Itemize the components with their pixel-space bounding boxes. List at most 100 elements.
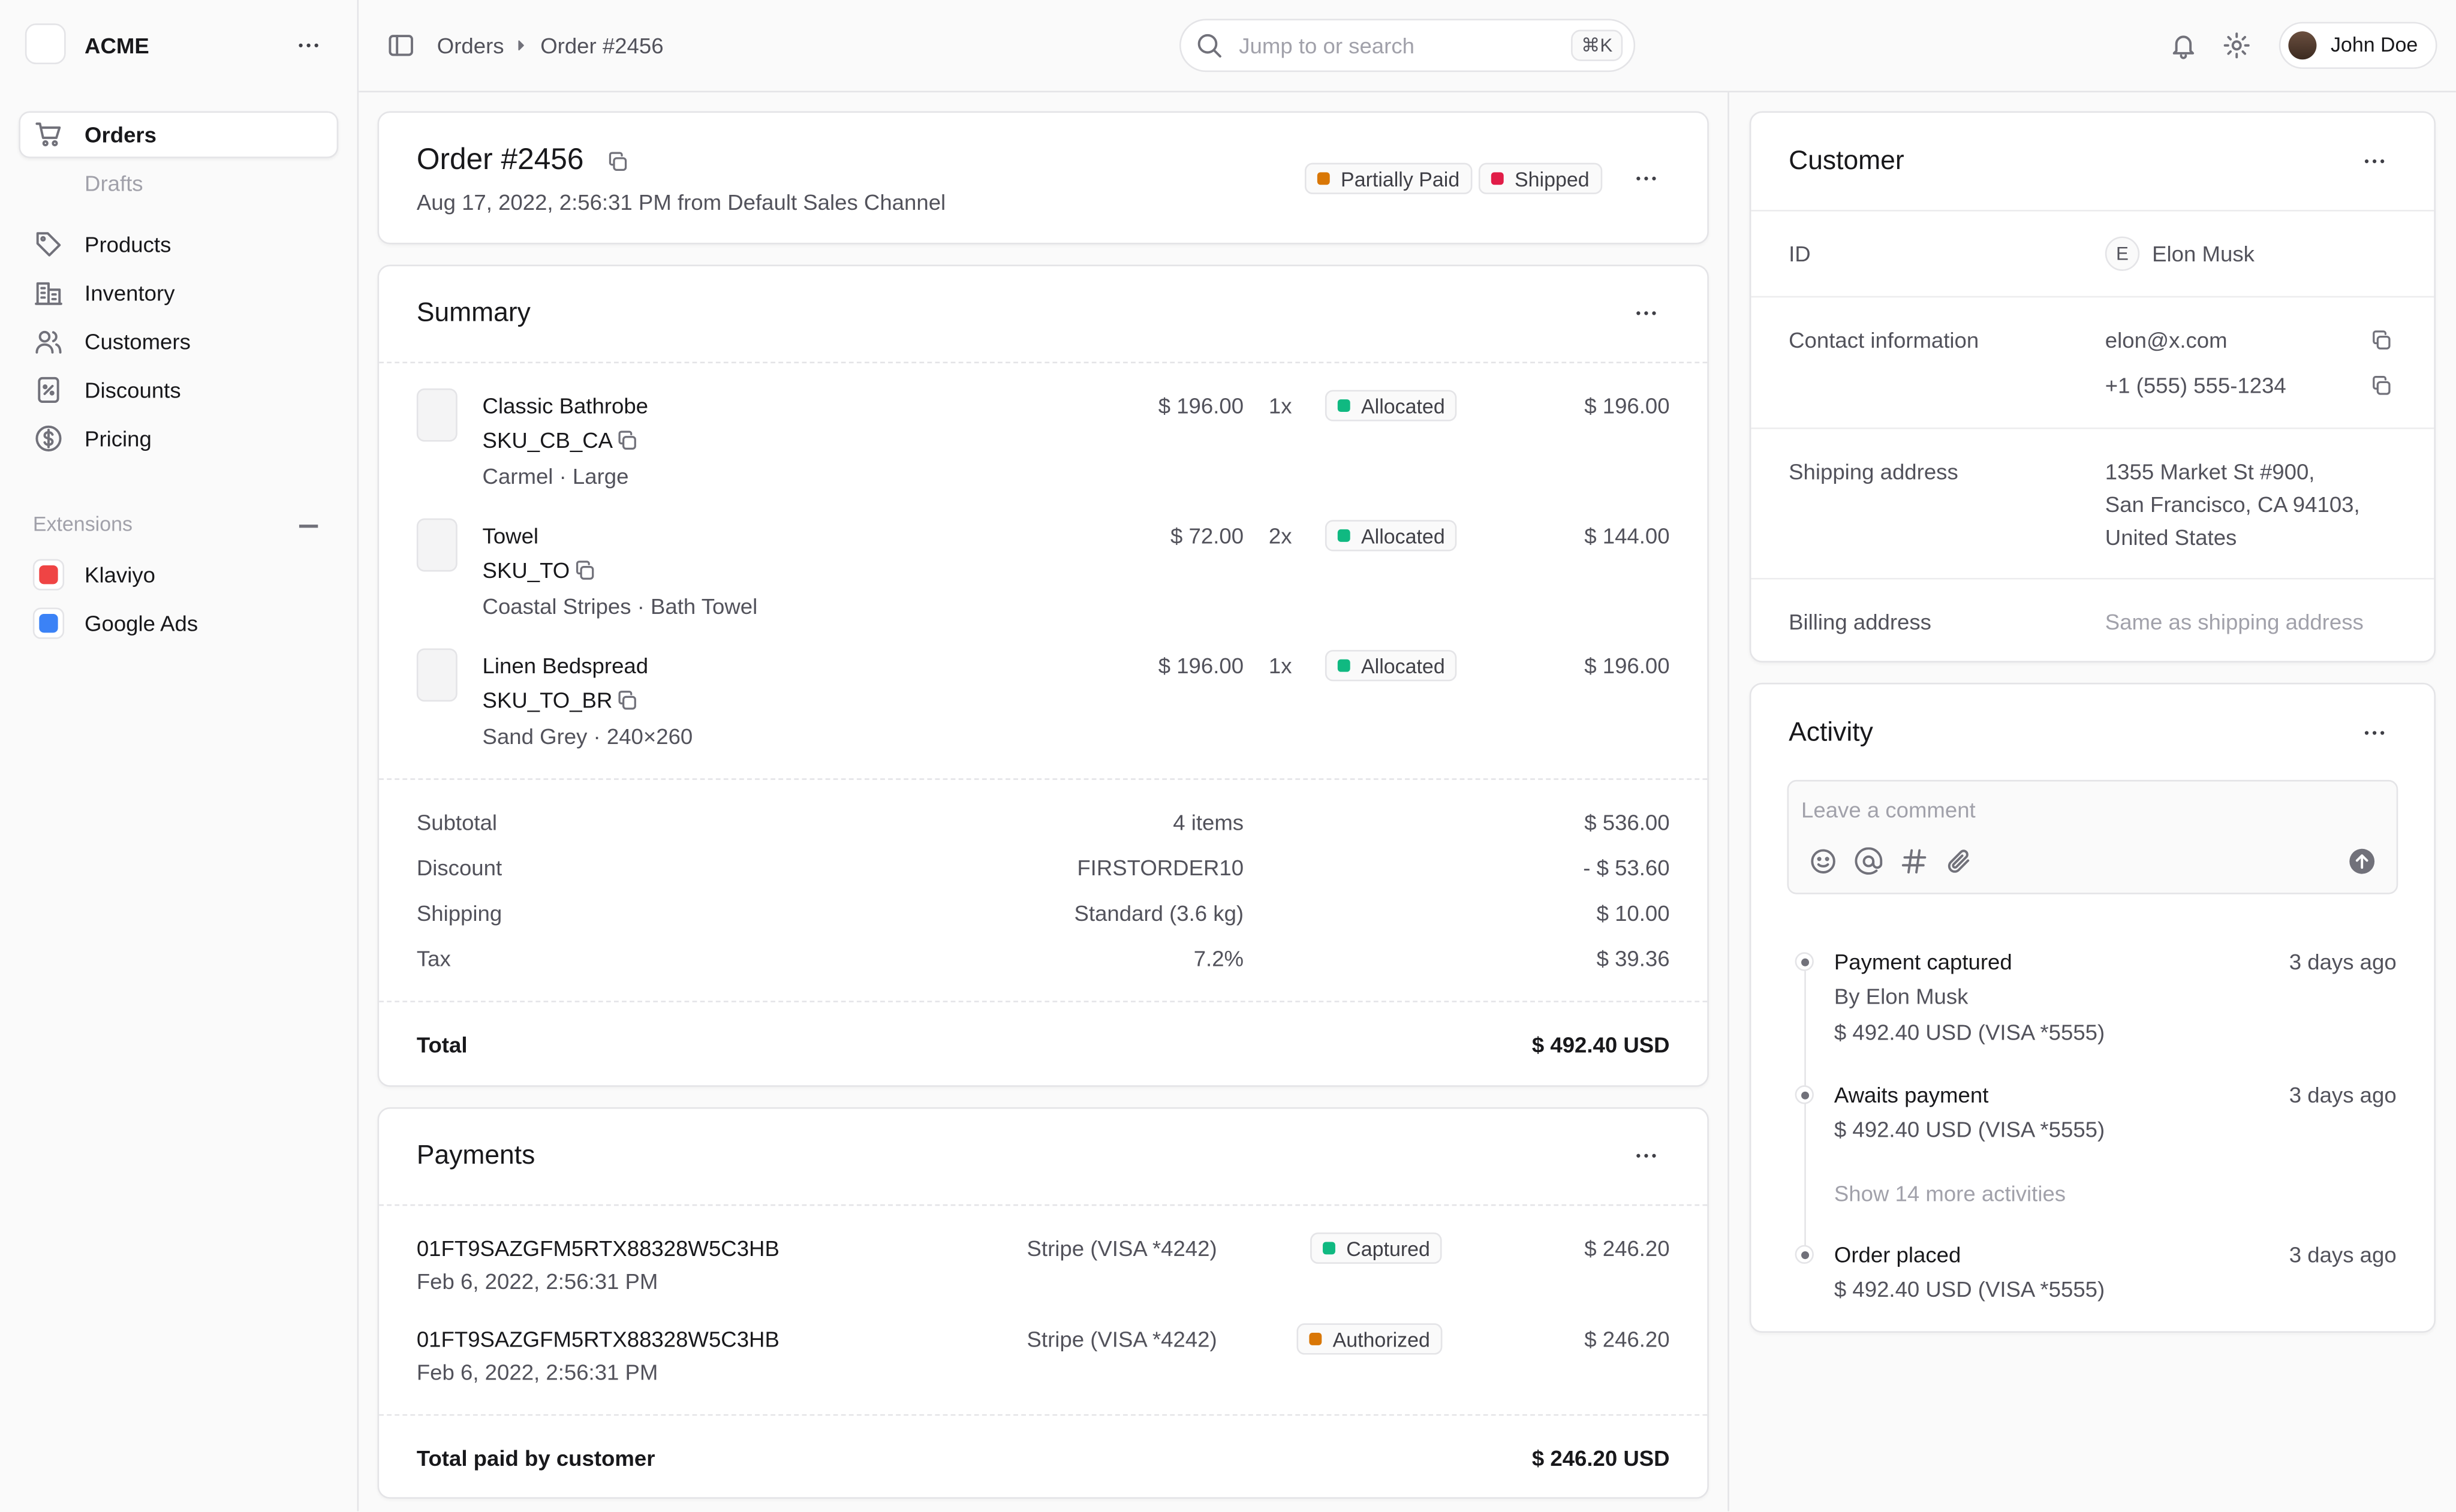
total-label: Tax	[416, 945, 451, 971]
nav-item[interactable]: Orders	[85, 122, 157, 147]
quantity: 1x	[1268, 393, 1292, 418]
section-title: Summary	[416, 297, 531, 327]
sidebar-toggle[interactable]	[387, 31, 415, 59]
user-name[interactable]: John Doe	[2330, 32, 2418, 57]
send-button[interactable]	[2348, 847, 2376, 875]
nav-icon	[35, 330, 62, 354]
section-title: Customer	[1789, 145, 1904, 176]
tag-button[interactable]	[1900, 847, 1928, 875]
product-name: Towel	[482, 523, 539, 549]
status-badge: Allocated	[1325, 520, 1458, 552]
more-button[interactable]	[1632, 1141, 1660, 1170]
sku: SKU_CB_CA	[482, 427, 613, 453]
breadcrumb[interactable]: Orders	[437, 32, 504, 58]
total-detail: 7.2%	[1193, 945, 1244, 971]
field-label: ID	[1789, 241, 1811, 267]
quantity: 2x	[1268, 523, 1292, 549]
divider	[379, 778, 1708, 780]
search-placeholder[interactable]: Jump to or search	[1239, 32, 1414, 58]
notifications-button[interactable]	[2169, 31, 2198, 59]
divider	[1727, 92, 1729, 1511]
mention-button[interactable]	[1855, 847, 1883, 875]
more-button[interactable]	[1632, 164, 1660, 192]
order-title: Order #2456	[416, 144, 584, 177]
product-name: Classic Bathrobe	[482, 393, 649, 418]
divider	[379, 1414, 1708, 1416]
grand-total-amount: $ 492.40 USD	[1531, 1032, 1670, 1058]
avatar-initial: E	[2116, 242, 2129, 265]
copy-button[interactable]	[606, 149, 629, 173]
product-thumbnail	[416, 388, 458, 442]
badge-dot	[1337, 659, 1350, 672]
total-detail: 4 items	[1173, 809, 1244, 835]
section-title: Activity	[1789, 717, 1873, 748]
nav-item[interactable]: Discounts	[85, 377, 181, 403]
divider	[379, 362, 1708, 364]
product-thumbnail	[416, 518, 458, 572]
total-amount: $ 536.00	[1584, 809, 1670, 835]
badge-label: Shipped	[1514, 167, 1590, 191]
copy-button[interactable]	[2369, 374, 2392, 397]
summary-card	[377, 264, 1709, 1087]
badge-label: Captured	[1346, 1236, 1430, 1260]
more-button[interactable]	[2361, 147, 2389, 176]
variant: Coastal Stripes · Bath Towel	[482, 594, 758, 619]
more-button[interactable]	[2361, 719, 2389, 747]
extension-item[interactable]: Google Ads	[85, 610, 198, 636]
comment-placeholder[interactable]: Leave a comment	[1801, 797, 1976, 823]
badge-label: Authorized	[1332, 1327, 1430, 1351]
divider	[1751, 427, 2434, 429]
nav-item[interactable]: Products	[85, 231, 171, 257]
copy-button[interactable]	[573, 558, 596, 582]
payments-card	[377, 1107, 1709, 1499]
event-title: Awaits payment	[1834, 1082, 1989, 1107]
more-button[interactable]	[1632, 299, 1660, 327]
badge-label: Allocated	[1361, 523, 1445, 547]
paid-total-label: Total paid by customer	[416, 1445, 655, 1471]
payment-method: Stripe (VISA *4242)	[1027, 1326, 1217, 1352]
contact-value: +1 (555) 555-1234	[2105, 372, 2286, 398]
nav-item[interactable]: Customers	[85, 329, 191, 354]
brand: ACME	[85, 32, 149, 58]
comment-box	[1787, 779, 2398, 894]
user-avatar	[2288, 31, 2317, 60]
sidebar	[0, 0, 359, 1511]
event-detail: $ 492.40 USD (VISA *5555)	[1834, 1276, 2105, 1302]
timeline-dot-inner	[1800, 1091, 1808, 1099]
total-detail: Standard (3.6 kg)	[1074, 900, 1244, 926]
more-button[interactable]	[294, 31, 323, 59]
breadcrumb-separator	[518, 40, 524, 51]
event-detail: $ 492.40 USD (VISA *5555)	[1834, 1116, 2105, 1142]
settings-button[interactable]	[2223, 31, 2251, 59]
attach-button[interactable]	[1945, 847, 1973, 875]
copy-button[interactable]	[615, 688, 638, 712]
nav-icon	[35, 282, 62, 305]
field-label: Shipping address	[1789, 459, 1958, 484]
timeline-dot-inner	[1800, 1250, 1808, 1258]
nav-icon	[35, 122, 61, 147]
divider	[1751, 296, 2434, 298]
copy-button[interactable]	[2369, 328, 2392, 351]
divider	[1751, 577, 2434, 580]
show-more[interactable]: Show 14 more activities	[1834, 1180, 2066, 1206]
nav-subitem[interactable]: Drafts	[85, 170, 143, 196]
event-title: Payment captured	[1834, 948, 2012, 974]
divider	[379, 1001, 1708, 1002]
shortcut: ⌘K	[1581, 34, 1613, 57]
copy-button[interactable]	[615, 428, 638, 451]
nav-icon	[35, 425, 62, 451]
event-title: Order placed	[1834, 1242, 1961, 1267]
search-box	[1179, 19, 1636, 73]
emoji-button[interactable]	[1809, 847, 1837, 875]
section-title: Extensions	[32, 512, 133, 536]
unit-price: $ 196.00	[1158, 393, 1244, 418]
nav-item[interactable]: Pricing	[85, 426, 152, 451]
product-name: Linen Bedspread	[482, 653, 649, 679]
extension-item[interactable]: Klaviyo	[85, 562, 155, 588]
nav-item[interactable]: Inventory	[85, 280, 175, 306]
customer-avatar	[2105, 236, 2140, 271]
breadcrumb: Order #2456	[540, 32, 664, 58]
field-label: Billing address	[1789, 609, 1932, 634]
